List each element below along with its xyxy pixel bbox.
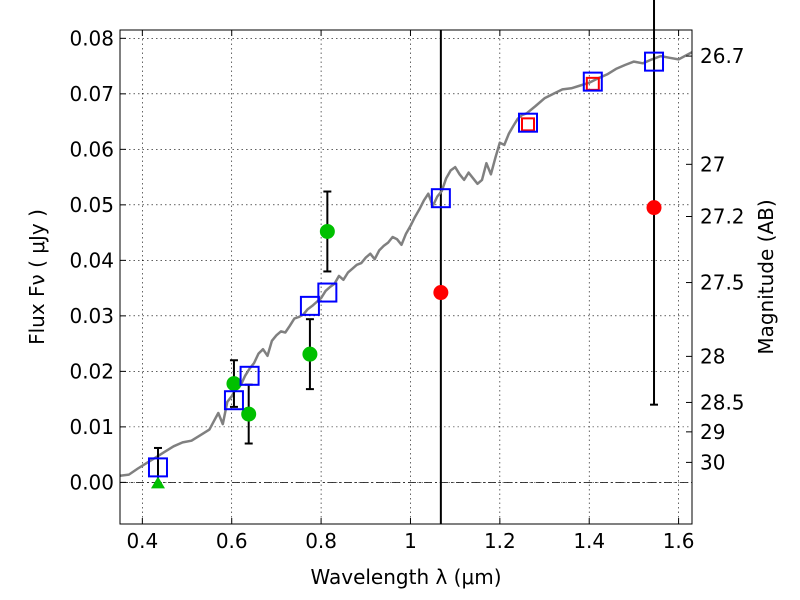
x-axis-title: Wavelength λ (μm) bbox=[310, 565, 501, 589]
y-tick-label: 0.05 bbox=[69, 193, 114, 217]
data-markers bbox=[147, 51, 665, 489]
y-tick-label: 0.01 bbox=[69, 415, 114, 439]
mag-tick-label: 28.5 bbox=[700, 390, 745, 414]
x-tick-label: 1.4 bbox=[573, 529, 605, 553]
right-axis-title: Magnitude (AB) bbox=[754, 199, 778, 354]
y-tick-label: 0.04 bbox=[69, 248, 114, 272]
data-point-circle bbox=[241, 406, 257, 422]
data-point-circle bbox=[302, 346, 318, 362]
y-axis-title: Flux Fν ( μJy ) bbox=[25, 209, 49, 345]
data-point-square bbox=[147, 457, 168, 478]
mag-tick-label: 27.2 bbox=[700, 204, 745, 228]
data-point-square bbox=[517, 112, 538, 133]
reference-lines bbox=[120, 30, 692, 524]
y-tick-label: 0.07 bbox=[69, 82, 114, 106]
grid bbox=[120, 30, 692, 524]
y-tick-label: 0.06 bbox=[69, 137, 114, 161]
y-tick-label: 0.03 bbox=[69, 304, 114, 328]
y-tick-label: 0.08 bbox=[69, 26, 114, 50]
data-point-triangle bbox=[150, 476, 165, 489]
data-point-square bbox=[430, 188, 451, 209]
x-tick-label: 0.4 bbox=[126, 529, 158, 553]
mag-tick-label: 29 bbox=[700, 420, 725, 444]
mag-tick-label: 30 bbox=[700, 450, 725, 474]
data-point-square bbox=[223, 390, 244, 411]
axis-ticks: 0.4 0.6 0.8 1 1.2 1.4 1.6 0.00 0.01 0.02 0.03 0.04 0… bbox=[69, 26, 744, 553]
y-tick-label: 0.00 bbox=[69, 470, 114, 494]
x-tick-label: 1.2 bbox=[484, 529, 516, 553]
data-point-square bbox=[644, 51, 665, 72]
y-tick-label: 0.02 bbox=[69, 359, 114, 383]
x-tick-label: 0.8 bbox=[305, 529, 337, 553]
x-tick-label: 0.6 bbox=[216, 529, 248, 553]
data-point-circle bbox=[646, 200, 662, 216]
model-sed-curve bbox=[119, 51, 693, 477]
data-point-square bbox=[317, 282, 338, 303]
x-tick-label: 1 bbox=[404, 529, 417, 553]
x-tick-label: 1.6 bbox=[663, 529, 695, 553]
error-bars bbox=[153, 0, 659, 488]
data-point-square bbox=[299, 295, 320, 316]
data-point-circle bbox=[433, 285, 449, 301]
mag-tick-label: 27 bbox=[700, 152, 725, 176]
data-point-square bbox=[520, 117, 535, 132]
data-point-square bbox=[582, 71, 603, 92]
data-point-square bbox=[239, 365, 260, 386]
mag-tick-label: 26.7 bbox=[700, 44, 745, 68]
data-point-circle bbox=[319, 223, 335, 239]
plot-frame bbox=[119, 29, 693, 525]
mag-tick-label: 27.5 bbox=[700, 271, 745, 295]
data-point-circle bbox=[226, 376, 242, 392]
model-sed bbox=[119, 51, 693, 477]
mag-tick-label: 28 bbox=[700, 344, 725, 368]
